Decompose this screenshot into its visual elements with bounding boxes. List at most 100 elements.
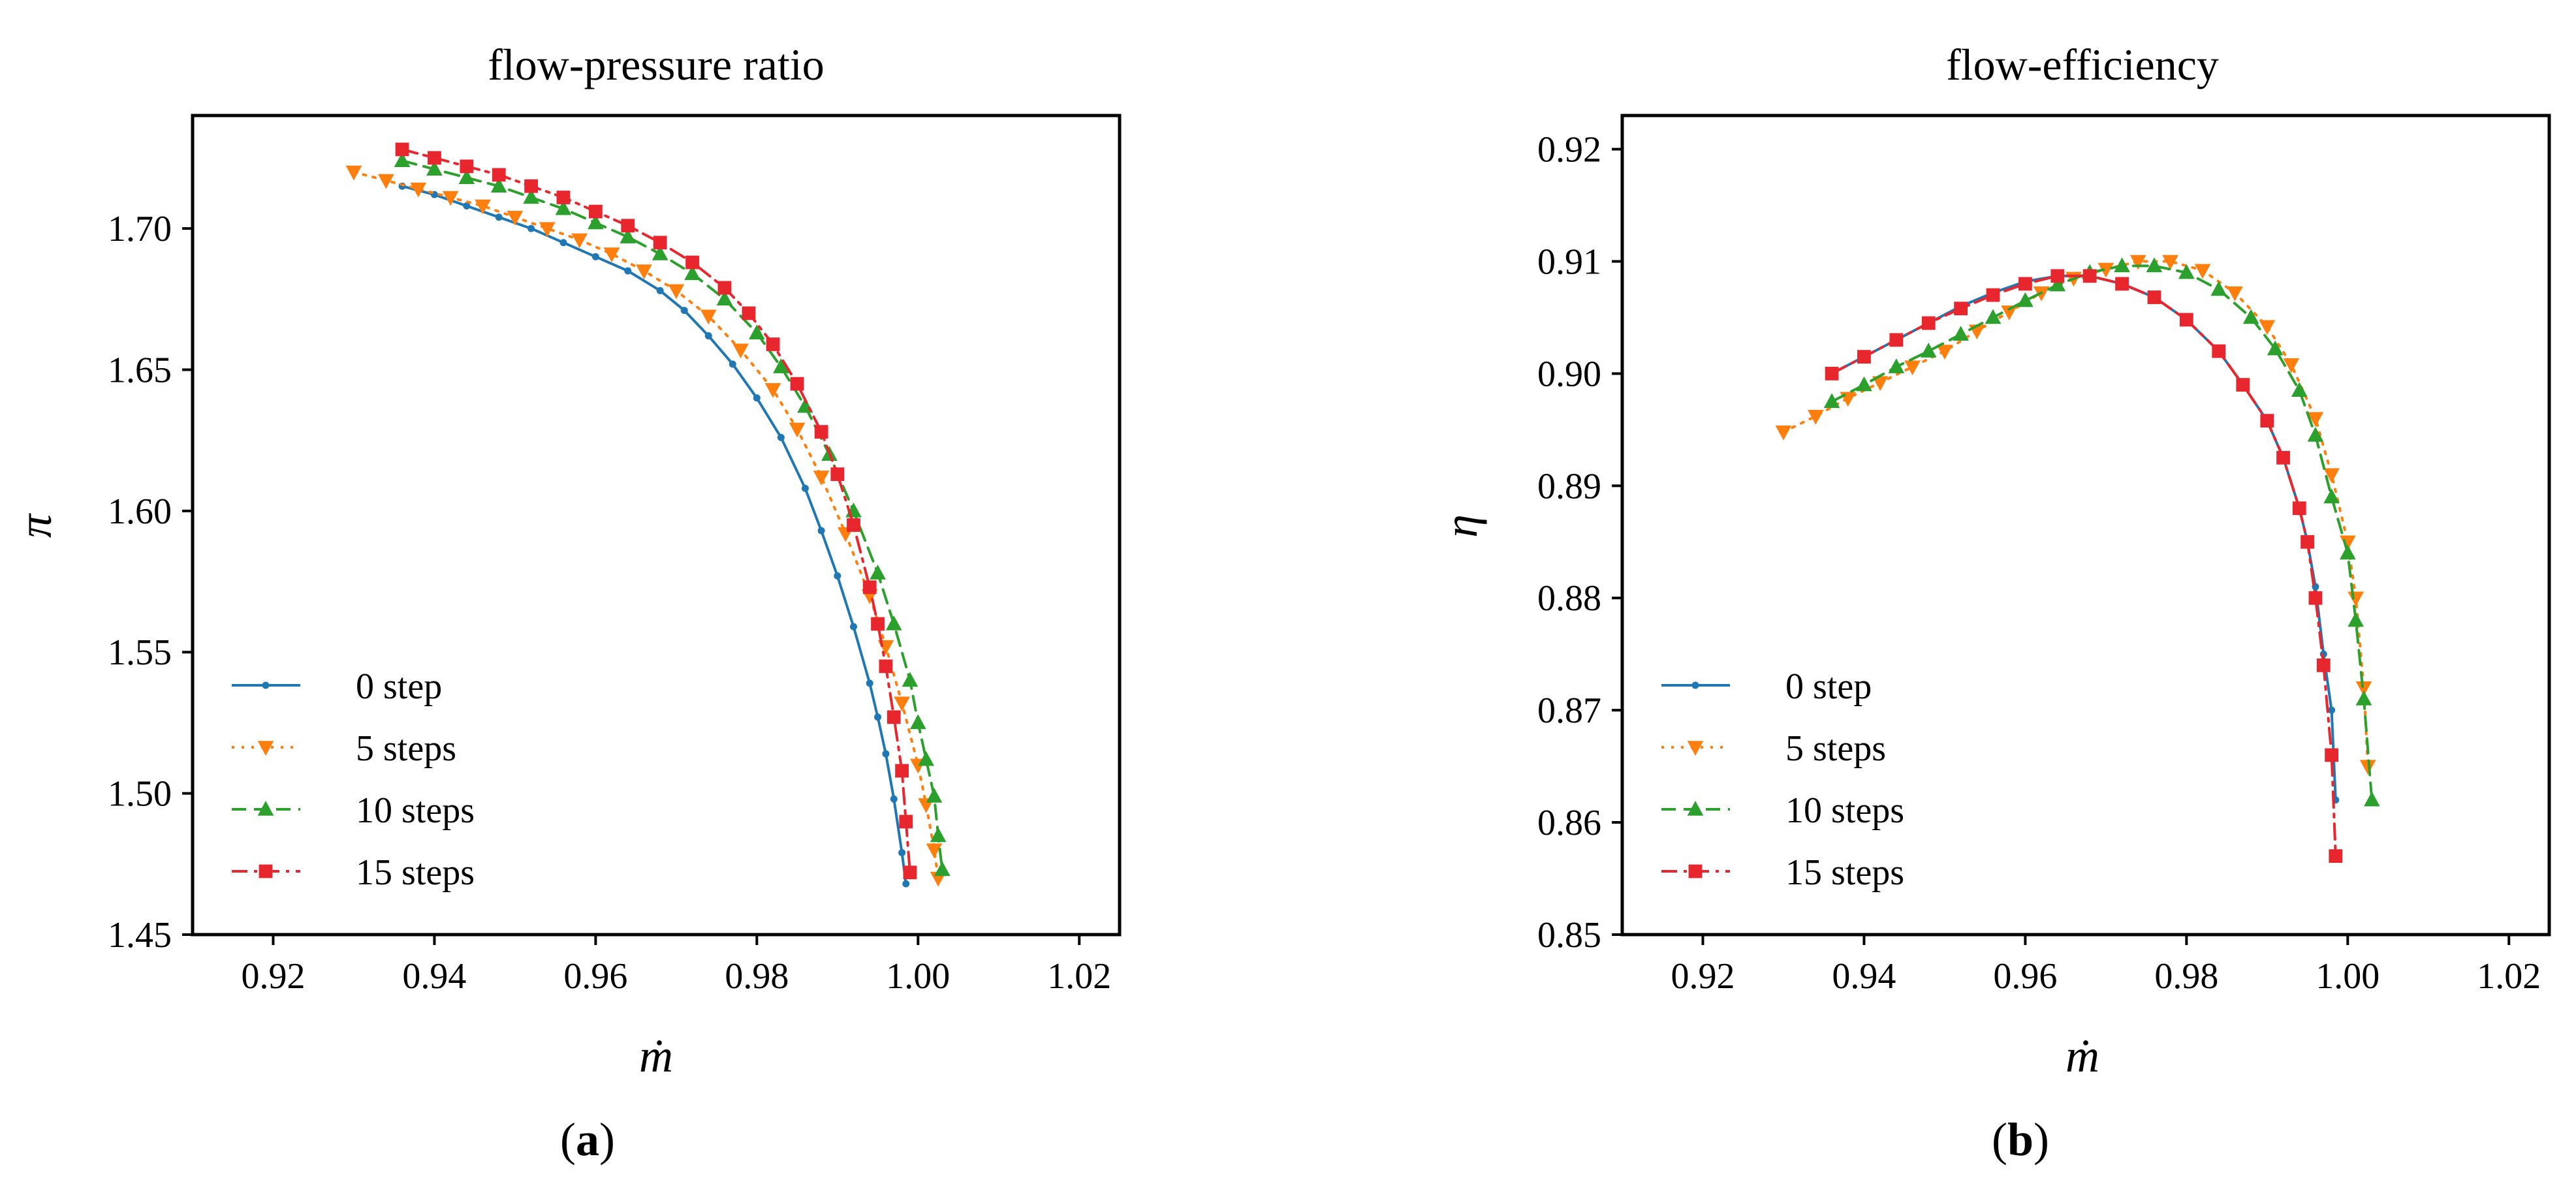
data-point	[879, 659, 893, 674]
x-tick-label: 1.02	[1047, 956, 1111, 997]
data-point	[2292, 501, 2306, 516]
legend-item: 10 steps	[232, 790, 475, 831]
data-point	[2049, 276, 2066, 292]
x-tick-label: 1.00	[2316, 956, 2380, 997]
x-tick-label: 0.98	[725, 956, 789, 997]
data-point	[2212, 344, 2226, 358]
y-tick-label: 0.85	[1537, 915, 1601, 955]
legend-label: 5 steps	[356, 728, 456, 769]
series-line	[353, 170, 940, 880]
data-point	[591, 253, 599, 260]
series-15-steps	[395, 142, 917, 880]
data-point	[2194, 264, 2211, 279]
data-point	[729, 360, 736, 368]
data-point	[2301, 535, 2314, 549]
y-axis-label: π	[9, 513, 61, 538]
data-point	[789, 422, 806, 438]
chart-title: flow-efficiency	[1946, 40, 2219, 89]
x-tick-label: 1.02	[2477, 956, 2541, 997]
series-line	[1830, 264, 2374, 801]
series-10-steps	[1823, 257, 2380, 807]
data-point	[1953, 326, 1969, 341]
data-point	[2307, 412, 2324, 427]
x-tick-label: 0.94	[1832, 956, 1896, 997]
data-point	[507, 211, 524, 226]
data-point	[1985, 309, 2002, 324]
legend-item: 5 steps	[1661, 728, 1886, 769]
data-point	[830, 467, 845, 482]
legend-marker	[259, 864, 273, 878]
panel-label-a: (a)	[560, 1113, 615, 1166]
data-point	[458, 169, 475, 184]
data-point	[2147, 290, 2161, 304]
data-point	[887, 710, 901, 724]
data-point	[716, 290, 733, 306]
series-layer	[1775, 255, 2380, 863]
y-tick-label: 0.86	[1537, 803, 1601, 843]
data-point	[2129, 255, 2146, 270]
data-point	[527, 225, 535, 232]
data-point	[2348, 612, 2364, 627]
data-point	[903, 865, 917, 880]
data-point	[890, 795, 898, 803]
data-point	[899, 815, 913, 829]
data-point	[463, 202, 471, 210]
data-point	[700, 309, 717, 325]
panel-label-b: (b)	[1992, 1113, 2049, 1166]
legend-item: 0 step	[1661, 666, 1872, 707]
data-point	[2162, 255, 2179, 270]
data-point	[2097, 262, 2114, 278]
data-point	[492, 168, 506, 182]
data-point	[2146, 257, 2163, 273]
chart-panel-a: flow-pressure ratio 0.92 0.94 0.96 0.98 1.00…	[9, 40, 1122, 1166]
data-point	[1823, 393, 1840, 409]
data-point	[2242, 309, 2259, 324]
data-point	[2260, 414, 2274, 428]
legend-label: 0 step	[356, 666, 442, 707]
data-point	[2001, 305, 2018, 320]
data-point	[426, 161, 443, 176]
data-point	[2082, 269, 2097, 283]
y-tick-label: 0.91	[1537, 241, 1601, 282]
legend-label: 5 steps	[1785, 728, 1886, 769]
x-axis-ticks: 0.92 0.94 0.96 0.98 1.00 1.02	[241, 935, 1111, 997]
data-point	[2179, 313, 2193, 327]
data-point	[653, 236, 667, 250]
data-point	[790, 377, 804, 391]
data-point	[2329, 849, 2343, 863]
y-tick-label: 1.50	[108, 774, 172, 815]
y-tick-label: 1.70	[108, 209, 172, 249]
data-point	[523, 189, 539, 204]
data-point	[2115, 277, 2129, 291]
data-point	[871, 617, 885, 631]
series-line	[401, 185, 907, 886]
data-point	[717, 281, 732, 295]
data-point	[1904, 360, 1921, 376]
legend-item: 15 steps	[1661, 852, 1904, 893]
data-point	[834, 572, 841, 580]
data-point	[2355, 681, 2372, 696]
legend-marker	[257, 801, 274, 816]
data-point	[668, 284, 685, 300]
data-point	[2178, 264, 2195, 279]
x-tick-label: 0.96	[563, 956, 627, 997]
legend-item: 0 step	[232, 666, 442, 707]
x-tick-label: 0.98	[2154, 956, 2218, 997]
data-point	[588, 204, 603, 219]
data-point	[571, 233, 588, 249]
data-point	[895, 764, 909, 778]
data-point	[1888, 358, 1905, 373]
data-point	[753, 394, 761, 402]
x-axis-label: ṁ	[2066, 1030, 2099, 1082]
data-point	[909, 714, 926, 730]
data-point	[345, 165, 362, 181]
data-point	[874, 713, 882, 721]
data-point	[934, 861, 950, 877]
data-point	[2017, 292, 2034, 307]
y-tick-label: 1.55	[108, 632, 172, 673]
data-point	[410, 182, 427, 198]
data-point	[680, 307, 688, 315]
data-point	[2363, 791, 2380, 807]
data-point	[814, 425, 828, 439]
data-point	[1936, 345, 1953, 360]
